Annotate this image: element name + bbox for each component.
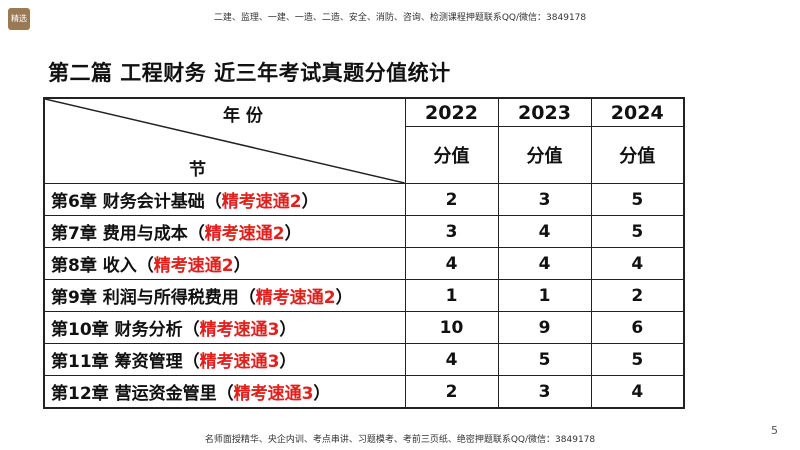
- score-value-2022: 10: [404, 311, 499, 344]
- table-row: 第6章 财务会计基础（精考速通2） 2 3 5: [43, 183, 685, 216]
- score-value-2024: 4: [590, 247, 685, 280]
- chapter-cell: 第6章 财务会计基础（精考速通2）: [43, 183, 406, 216]
- table-subheader-row: 分值 分值 分值: [44, 126, 685, 184]
- score-value-2023: 3: [497, 183, 592, 216]
- chapter-cell: 第10章 财务分析（精考速通3）: [43, 311, 406, 344]
- chapter-cell: 第9章 利润与所得税费用（精考速通2）: [43, 279, 406, 312]
- year-header-label: 年 份: [223, 106, 263, 126]
- score-value-2022: 4: [404, 343, 499, 376]
- table-row: 第12章 营运资金管里（精考速通3） 2 3 4: [43, 375, 685, 409]
- year-2024: 2024: [590, 97, 685, 128]
- score-label-2023: 分值: [497, 126, 592, 184]
- chapter-close-paren: ）: [335, 288, 353, 308]
- section-header-label: 节: [189, 160, 206, 180]
- course-tag: 精考速通2: [255, 288, 336, 308]
- chapter-name: 第7章 费用与成本（: [51, 224, 205, 244]
- table-row: 第9章 利润与所得税费用（精考速通2） 1 1 2: [43, 279, 685, 312]
- score-value-2023: 1: [497, 279, 592, 312]
- score-value-2024: 5: [590, 215, 685, 248]
- score-value-2022: 1: [404, 279, 499, 312]
- score-value-2022: 4: [404, 247, 499, 280]
- score-table: 年 份 节 2022 2023 2024 分值 分值 分值 第6章 财务会计基础…: [43, 97, 685, 409]
- score-value-2022: 2: [404, 183, 499, 216]
- header-note: 二建、监理、一建、一造、二造、安全、消防、咨询、检测课程押题联系QQ/微信：38…: [213, 13, 587, 23]
- chapter-close-paren: ）: [279, 352, 297, 372]
- score-value-2023: 3: [497, 375, 592, 409]
- page-number: 5: [771, 424, 778, 437]
- diagonal-line: [45, 99, 405, 183]
- chapter-name: 第12章 营运资金管里（: [51, 384, 234, 404]
- chapter-close-paren: ）: [284, 224, 302, 244]
- chapter-name: 第10章 财务分析（: [51, 320, 200, 340]
- chapter-close-paren: ）: [301, 192, 319, 212]
- table-row: 第11章 筹资管理（精考速通3） 4 5 5: [43, 343, 685, 376]
- score-value-2024: 5: [590, 343, 685, 376]
- table-row: 第8章 收入（精考速通2） 4 4 4: [43, 247, 685, 280]
- page-title: 第二篇 工程财务 近三年考试真题分值统计: [48, 61, 451, 85]
- table-row: 第10章 财务分析（精考速通3） 10 9 6: [43, 311, 685, 344]
- score-value-2024: 4: [590, 375, 685, 409]
- course-tag: 精考速通2: [153, 256, 234, 276]
- score-label-2024: 分值: [590, 126, 685, 184]
- chapter-cell: 第8章 收入（精考速通2）: [43, 247, 406, 280]
- score-value-2024: 2: [590, 279, 685, 312]
- chapter-cell: 第7章 费用与成本（精考速通2）: [43, 215, 406, 248]
- score-value-2022: 2: [404, 375, 499, 409]
- chapter-close-paren: ）: [233, 256, 251, 276]
- course-tag: 精考速通3: [233, 384, 314, 404]
- score-value-2023: 9: [497, 311, 592, 344]
- chapter-name: 第8章 收入（: [51, 256, 154, 276]
- score-label-2022: 分值: [404, 126, 499, 184]
- year-2022: 2022: [404, 97, 499, 128]
- course-tag: 精考速通3: [199, 320, 280, 340]
- table-header-row: 年 份 节 2022 2023 2024: [43, 97, 685, 184]
- chapter-close-paren: ）: [279, 320, 297, 340]
- chapter-close-paren: ）: [313, 384, 331, 404]
- score-value-2024: 5: [590, 183, 685, 216]
- chapter-name: 第11章 筹资管理（: [51, 352, 200, 372]
- score-value-2023: 4: [497, 215, 592, 248]
- footer-note: 名师面授精华、央企内训、考点串讲、习题模考、考前三页纸、绝密押题联系QQ/微信：…: [204, 435, 596, 445]
- score-value-2023: 5: [497, 343, 592, 376]
- course-tag: 精考速通2: [204, 224, 285, 244]
- diagonal-header-cell: 年 份 节: [43, 97, 406, 184]
- chapter-name: 第9章 利润与所得税费用（: [51, 288, 256, 308]
- year-2023: 2023: [497, 97, 592, 128]
- logo: 精选: [8, 8, 30, 30]
- chapter-cell: 第11章 筹资管理（精考速通3）: [43, 343, 406, 376]
- score-value-2024: 6: [590, 311, 685, 344]
- course-tag: 精考速通3: [199, 352, 280, 372]
- table-row: 第7章 费用与成本（精考速通2） 3 4 5: [43, 215, 685, 248]
- course-tag: 精考速通2: [221, 192, 302, 212]
- score-value-2022: 3: [404, 215, 499, 248]
- score-value-2023: 4: [497, 247, 592, 280]
- chapter-cell: 第12章 营运资金管里（精考速通3）: [43, 375, 406, 409]
- chapter-name: 第6章 财务会计基础（: [51, 192, 222, 212]
